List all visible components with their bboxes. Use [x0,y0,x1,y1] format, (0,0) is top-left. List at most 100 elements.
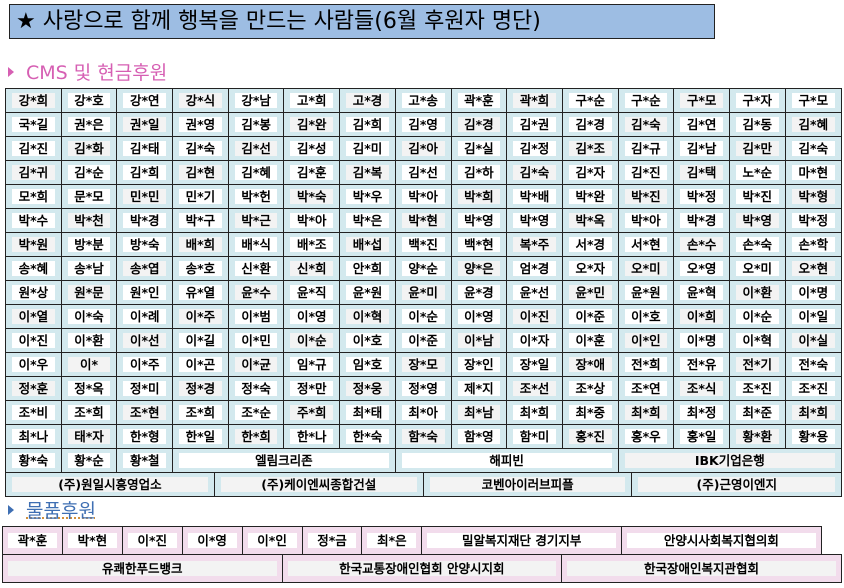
donor-name: 김*택 [680,165,723,180]
donor-name: 한국장애인복지관협회 [567,561,836,576]
donor-cell: 조*순 [227,400,285,425]
donor-name: 함*숙 [401,429,445,444]
donor-name: 노*순 [735,165,779,180]
donor-name: 이*준 [568,309,612,324]
donor-name: 이*혁 [735,333,779,348]
table-row: 조*비 조*희 조*현 조*희 조*순 주*희 최*태 최*아 최*남 최*희 최*중 최*희 최*정 최… [5,400,843,425]
donor-name: 박*진 [624,189,668,204]
donor-cell: 황*환 [728,424,786,449]
table-row: 박*원 방*분 방*숙 배*희 배*식 배*조 배*섭 백*진 백*현 복*주 서*경 서*현 손*수 손… [5,232,843,257]
donor-name: 박*우 [346,189,389,204]
donor-cell: 엘림크리존 [172,448,396,473]
table-row: 송*혜 송*남 송*엽 송*호 신*환 신*희 안*희 양*순 양*은 엄*경 오*자 오*미 오*영 오… [5,256,843,281]
donor-cell: 강*연 [116,88,174,113]
donor-name: 김*경 [568,117,612,132]
donor-name: 김*선 [234,141,278,156]
donor-cell: 이*진 [506,304,563,329]
donor-cell: 이*명 [784,280,843,305]
donor-name: 윤*수 [234,285,278,300]
donor-name: 황*용 [791,429,835,444]
donor-cell: 전*기 [728,352,786,377]
donor-name: 윤*선 [513,285,556,300]
table-row: 정*훈 정*옥 정*미 정*경 정*숙 정*만 정*웅 정*영 제*지 조*선 조*상 조*연 조*식 조… [5,376,843,401]
donor-name: 코벤아이러브피플 [429,477,626,492]
donor-cell: 이*호 [339,328,396,353]
donor-cell: 곽*희 [506,88,563,113]
donor-name: 박*경 [123,213,167,228]
donor-name: 오*미 [624,261,668,276]
donor-cell: 이*인 [241,526,303,555]
donor-cell: 윤*미 [394,280,452,305]
donor-cell: 김*연 [673,112,730,137]
donor-cell: 이*순 [728,304,786,329]
donor-name: 김*자 [568,165,612,180]
donor-cell: 원*문 [60,280,118,305]
donor-cell: 권*일 [116,112,174,137]
donor-cell: 이*영 [283,304,341,329]
donor-name: 이*순 [401,309,445,324]
donor-cell: 박*영 [450,208,508,233]
donor-cell: 황*철 [116,448,174,473]
donor-cell: 황*용 [784,424,843,449]
donor-name: 박*희 [457,189,501,204]
donor-name: 장*모 [401,357,445,372]
donor-cell: 구*순 [561,88,619,113]
donor-cell: 김*숙 [617,112,675,137]
donor-name: 전*기 [735,357,779,372]
donor-name: 김*규 [624,141,668,156]
table-row: 모*희 문*모 민*민 민*기 박*헌 박*숙 박*우 박*아 박*희 박*배 박*완 박*진 박*정 박… [5,184,843,209]
donor-name: 이*범 [234,309,278,324]
donor-name: 박*정 [680,189,723,204]
donor-cell: 이*실 [784,328,843,353]
donor-cell: 박*완 [561,184,619,209]
donor-name: 백*현 [457,237,501,252]
donor-cell: 이*준 [394,328,452,353]
table-row: 원*상 원*문 원*인 유*열 윤*수 윤*직 윤*원 윤*미 윤*경 윤*선 윤*민 윤*원 윤*혁 이… [5,280,843,305]
donor-cell: 박*형 [784,184,843,209]
donor-name: 마*현 [791,165,835,180]
donor-cell: 서*현 [617,232,675,257]
donor-name: 이*주 [123,357,167,372]
donor-name: 박*현 [67,533,117,548]
donor-name: 박*경 [680,213,723,228]
donor-name: 박*완 [568,189,612,204]
donor-name: 함*미 [513,429,556,444]
donor-cell: 박*현 [394,208,452,233]
donor-cell: 이*희 [673,304,730,329]
donor-name: 한*숙 [346,429,389,444]
donor-name: 송*엽 [123,261,167,276]
donor-name: 양*순 [401,261,445,276]
donor-name: 조*비 [12,405,55,420]
donor-name: 엄*경 [513,261,556,276]
donor-cell: 정*금 [301,526,363,555]
donor-cell: 최*중 [561,400,619,425]
donor-cell: 박*배 [506,184,563,209]
table-row: 이*우 이* 이*주 이*곤 이*균 임*규 임*호 장*모 장*인 장*일 장*애 전*희 전*유 전*… [5,352,843,377]
donor-cell: 박*숙 [283,184,341,209]
donor-name: 권*은 [67,117,111,132]
donor-cell: 이* [60,352,118,377]
donor-cell: 김*귀 [5,160,62,185]
donor-cell: 원*인 [116,280,174,305]
donor-name: 한*희 [234,429,278,444]
donor-cell: 유쾌한푸드뱅크 [2,554,283,583]
donor-name: 민*기 [179,189,222,204]
donor-cell: 이*자 [506,328,563,353]
donor-cell: 한*희 [227,424,285,449]
donor-name: 박*천 [67,213,111,228]
donor-cell: 한*나 [283,424,341,449]
donor-name: 권*영 [179,117,222,132]
donor-name: 박*구 [179,213,222,228]
donor-cell: 강*호 [60,88,118,113]
donor-cell: 이*일 [784,304,843,329]
donor-cell: 김*성 [283,136,341,161]
donor-cell: 태*자 [60,424,118,449]
donor-name: 김*숙 [791,141,835,156]
donor-cell: 조*희 [172,400,229,425]
donor-name: 윤*민 [568,285,612,300]
donor-name: 정*경 [179,381,222,396]
donor-name: 곽*훈 [457,93,501,108]
donor-cell: 박*헌 [227,184,285,209]
donor-name: 박*아 [624,213,668,228]
donor-cell: 이*훈 [561,328,619,353]
